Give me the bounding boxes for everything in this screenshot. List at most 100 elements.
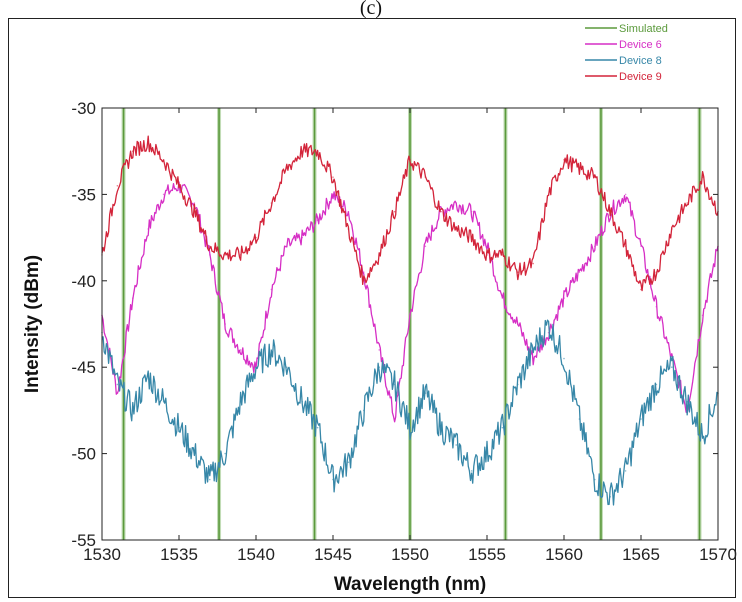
data-point: [594, 245, 596, 248]
data-point: [470, 236, 473, 239]
legend-label: Simulated: [619, 23, 668, 35]
data-point: [701, 435, 704, 438]
data-point: [455, 444, 458, 446]
data-point: [316, 426, 319, 429]
data-point: [239, 400, 242, 403]
data-point: [162, 193, 165, 196]
legend: Simulated Device 6 Device 8 Device 9: [585, 23, 668, 83]
data-point: [563, 357, 565, 360]
data-point: [378, 349, 381, 351]
data-point: [517, 383, 519, 386]
series-line-device-8: [101, 319, 719, 506]
data-point: [239, 349, 242, 351]
data-point: [671, 228, 673, 230]
data-point: [624, 193, 627, 196]
data-point: [363, 409, 365, 412]
data-point: [255, 236, 257, 239]
data-point: [501, 426, 504, 429]
data-point: [609, 210, 611, 213]
data-point: [671, 366, 673, 369]
data-point: [162, 159, 165, 161]
data-point: [363, 280, 365, 282]
data-point: [547, 193, 550, 196]
data-point: [409, 426, 411, 429]
data-point: [301, 236, 304, 239]
data-point: [517, 271, 519, 273]
data-point: [162, 400, 165, 403]
data-point: [239, 254, 242, 256]
data-point: [640, 418, 642, 420]
legend-label: Device 6: [619, 39, 662, 51]
data-point: [594, 478, 596, 481]
data-point: [563, 297, 565, 299]
x-tick-label: 1565: [622, 545, 660, 564]
x-tick-label: 1540: [237, 545, 275, 564]
data-point: [224, 254, 226, 256]
data-point: [547, 323, 550, 325]
y-tick-label: -40: [71, 272, 96, 291]
data-point: [501, 297, 504, 299]
x-tick-label: 1560: [545, 545, 583, 564]
data-point: [286, 167, 288, 170]
data-point: [316, 150, 319, 152]
legend-label: Device 8: [619, 55, 662, 67]
data-point: [332, 478, 334, 481]
data-point: [116, 383, 119, 386]
data-point: [409, 314, 411, 317]
data-point: [178, 426, 180, 429]
data-point: [178, 184, 180, 187]
data-point: [270, 288, 273, 291]
data-point: [393, 418, 396, 420]
data-point: [286, 245, 288, 248]
x-axis-title: Wavelength (nm): [334, 574, 486, 595]
data-point: [640, 288, 642, 291]
x-tick-label: 1545: [314, 545, 352, 564]
data-point: [255, 366, 257, 369]
data-point: [578, 418, 581, 420]
data-point: [409, 159, 411, 161]
data-point: [393, 383, 396, 386]
series-line-device-9: [101, 135, 719, 292]
data-point: [193, 202, 196, 204]
data-point: [209, 245, 211, 248]
data-point: [578, 167, 581, 170]
data-point: [116, 392, 119, 394]
ticks-layer: 1530 1535 1540 1545 1550 1555 1560 1565 1570 -30 -…: [71, 99, 736, 564]
data-point: [224, 452, 226, 455]
plot-area: [101, 107, 719, 541]
data-point: [640, 245, 642, 248]
data-point: [440, 426, 442, 429]
data-point: [347, 228, 350, 230]
data-point: [347, 210, 350, 213]
data-point: [517, 323, 519, 325]
x-tick-label: 1535: [160, 545, 198, 564]
data-point: [594, 176, 596, 178]
data-point: [378, 366, 381, 369]
data-point: [486, 254, 488, 256]
data-point: [609, 496, 611, 498]
data-point: [224, 323, 226, 325]
data-point: [147, 375, 149, 377]
data-point: [393, 210, 396, 213]
x-tick-label: 1570: [699, 545, 737, 564]
data-point: [424, 392, 427, 394]
data-point: [424, 245, 427, 248]
data-point: [193, 210, 196, 213]
data-point: [270, 202, 273, 204]
data-point: [347, 461, 350, 464]
data-point: [147, 141, 149, 144]
data-point: [686, 202, 688, 204]
data-point: [655, 305, 658, 308]
data-point: [332, 176, 334, 178]
data-point: [486, 452, 488, 455]
data-point: [316, 219, 319, 222]
data-point: [286, 366, 288, 369]
y-tick-label: -55: [71, 531, 96, 550]
data-point: [363, 271, 365, 273]
data-point: [440, 210, 442, 213]
series-layer: [101, 108, 719, 540]
data-point: [209, 478, 211, 481]
panel-label: (c): [360, 0, 382, 19]
data-point: [455, 202, 458, 204]
